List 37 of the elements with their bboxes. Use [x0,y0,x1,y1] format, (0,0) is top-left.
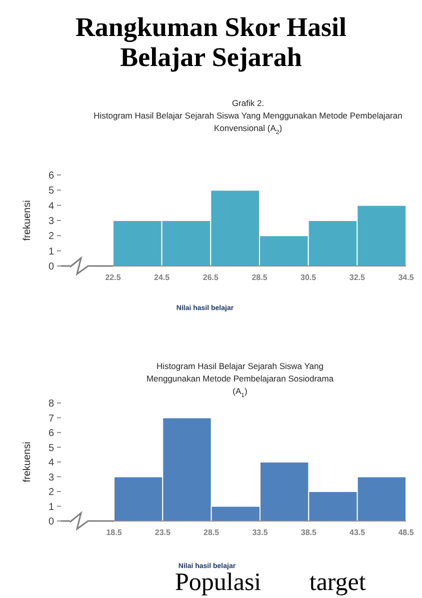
y-axis-title: frekuensi [22,442,33,482]
y-tick-label: 3 [48,216,54,227]
y-tick-label: 7 [48,413,54,424]
x-tick-label: 30.5 [300,273,317,282]
x-tick-label: 26.5 [202,273,219,282]
text: Populasi target [175,569,366,596]
y-tick-label: 2 [48,231,54,242]
y-tick-label: 0 [48,262,54,272]
y-tick-label: 0 [48,516,54,528]
x-tick-label: 23.5 [154,528,171,537]
y-tick-label: 1 [48,246,54,258]
x-tick-label: 33.5 [252,528,268,537]
y-tick-label: 8 [48,398,54,410]
x-tick-label: 34.5 [398,273,414,282]
chart-title: Histogram Hasil Belajar Sejarah Siswa Yang Menggunakan Metode Pembelajaran Sosiodrama (A$_{1}$) [146,361,334,399]
y-tick-label: 5 [48,442,54,454]
x-tick-label: 28.5 [204,528,220,537]
y-tick-label: 3 [48,472,54,484]
y-tick-label: 6 [48,428,54,439]
x-tick-label: 28.5 [252,273,268,282]
chart-subtitle: Histogram Hasil Belajar Sejarah Siswa Yang Menggunakan Metode Pembelajaran Konvensional (A$_{2}$) [94,110,403,136]
y-tick-label: 4 [48,200,54,212]
x-tick-label: 43.5 [350,528,366,537]
x-tick-label: 24.5 [154,273,170,282]
y-tick-label: 2 [48,487,54,498]
chart-title: Grafik 2. [232,98,264,108]
y-tick-label: 4 [48,458,54,468]
x-tick-label: 22.5 [105,273,122,282]
x-tick-label: 48.5 [398,528,414,537]
text: Rangkuman Skor Hasil Belajar Sejarah [75,12,348,72]
y-axis-title: frekuensi [22,200,33,241]
x-tick-label: 18.5 [106,528,122,537]
y-tick-label: 5 [48,186,54,197]
x-tick-label: 38.5 [300,528,317,537]
x-tick-label: 32.5 [349,273,366,282]
y-tick-label: 6 [48,170,54,182]
y-tick-label: 1 [48,502,54,513]
